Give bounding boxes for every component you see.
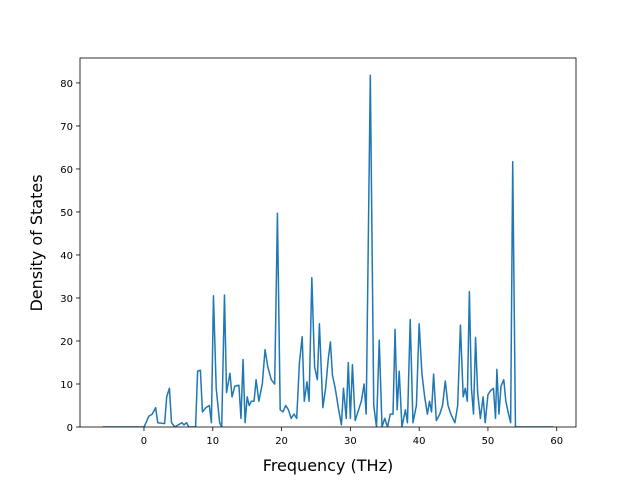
x-tick-label: 50 [482, 436, 495, 447]
y-tick-label: 30 [60, 294, 73, 305]
x-tick-label: 10 [206, 436, 219, 447]
y-tick-label: 0 [67, 423, 73, 434]
y-tick-label: 70 [60, 122, 73, 133]
x-tick-label: 60 [550, 436, 563, 447]
x-tick-label: 20 [275, 436, 288, 447]
y-tick-label: 40 [60, 251, 73, 262]
y-tick-label: 50 [60, 208, 73, 219]
plot-frame [79, 57, 577, 428]
y-tick-label: 60 [60, 165, 73, 176]
x-tick-label: 0 [141, 436, 147, 447]
y-tick-label: 10 [60, 380, 73, 391]
y-tick-label: 80 [60, 79, 73, 90]
y-tick-label: 20 [60, 337, 73, 348]
dos-line [102, 74, 554, 427]
x-tick-label: 30 [344, 436, 357, 447]
y-axis-label: Density of States [27, 174, 46, 311]
x-tick-label: 40 [413, 436, 426, 447]
x-axis-label: Frequency (THz) [263, 456, 393, 475]
